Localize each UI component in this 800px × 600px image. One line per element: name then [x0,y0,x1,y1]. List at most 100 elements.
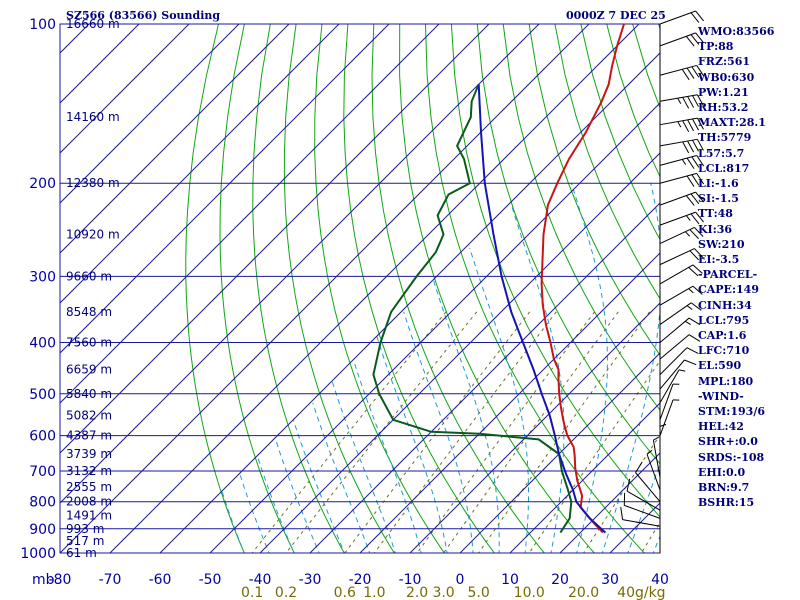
stat-item: RH:53.2 [698,101,749,115]
mixing-ratio-label: 1.0 [363,585,385,600]
height-label: 12380 m [66,176,120,190]
dry-adiabat-line [502,24,660,411]
stat-item: BSHR:15 [698,496,755,510]
pressure-tick-label: 100 [29,17,56,33]
wind-barb [659,94,704,109]
pressure-tick-label: 500 [29,387,56,403]
height-labels: 16660 m 14160 m 12380 m 10920 m 9660 m 8548 m… [66,17,120,560]
pressure-tick-label: 300 [29,269,56,285]
mixing-ratio-label: 40g/kg [617,585,665,600]
stat-item: EHI:0.0 [698,465,746,479]
dry-adiabat-line [283,24,395,553]
wind-barb [659,227,704,244]
isotherm-line [309,202,660,553]
height-label: 10920 m [66,228,120,242]
isotherm-line [60,24,590,553]
mixing-ratio-label: 20.0 [568,585,599,600]
stat-item: SRDS:-108 [698,450,765,464]
stat-item: TH:5779 [698,131,752,145]
temperature-tick-label: -60 [149,572,172,588]
wind-barb [659,285,703,306]
isotherm-line [559,452,660,553]
mixing-ratio-line [251,311,447,553]
isotherm-line [60,24,340,304]
dry-adiabats [185,24,660,553]
moist-adiabat-line [221,491,245,553]
wind-barb [659,191,704,206]
dry-adiabat-line [554,24,660,300]
mixing-ratio-label: 2.0 [406,585,428,600]
pressure-tick-label: 800 [29,495,56,511]
isotherm-line [60,24,290,254]
stat-item: SHR+:0.0 [698,435,758,449]
isotherm-line [60,24,540,504]
dry-adiabat-line [528,24,660,356]
pressure-tick-label: 700 [29,464,56,480]
temperature-tick-label: -40 [249,572,272,588]
dry-adiabat-line [399,24,595,553]
height-label: 2555 m [66,480,112,494]
height-label: 14160 m [66,110,120,124]
temperature-tick-label: -50 [199,572,222,588]
temperature-tick-label: 10 [501,572,519,588]
wind-barb [626,478,661,511]
mixing-ratio-label: 0.1 [241,585,263,600]
temperature-tick-label: -10 [399,572,422,588]
sounding-time: 0000Z 7 DEC 25 [566,9,666,22]
wind-barb [659,155,705,169]
height-label: 1491 m [66,509,112,523]
height-label: 3739 m [66,447,112,461]
dry-adiabat-line [371,24,545,553]
isotherm-line [209,102,660,553]
temperature-tick-label: 0 [456,572,465,588]
height-label: 7560 m [66,335,112,349]
temperature-tick-label: -80 [49,572,72,588]
moist-adiabat-line [469,247,529,553]
mixing-ratio-line [640,521,660,553]
stat-item: MAXT:28.1 [698,116,766,130]
mixing-ratio-label: 10.0 [514,585,545,600]
wind-barb [659,334,701,360]
wind-barb [620,507,661,527]
stat-item: CAPE:149 [698,283,759,297]
stat-item: WMO:83566 [698,25,775,38]
stat-item: STM:193/6 [698,405,765,419]
isotherm-line [359,252,660,553]
wind-barb [659,359,697,390]
height-label: 2008 m [66,495,112,509]
moist-adiabat-line [331,381,396,553]
stat-item: HEL:42 [698,420,744,434]
stat-item: EL:590 [698,359,742,373]
temperature-tick-label: -20 [349,572,372,588]
station-title: SZ566 (83566) Sounding [66,9,221,22]
pressure-tick-label: 200 [29,176,56,192]
stat-item: SI:-1.5 [698,192,739,206]
moist-adiabat-line [312,402,371,553]
wind-barb [659,248,704,266]
stat-item: PW:1.21 [698,85,749,99]
dry-adiabat-line [314,24,445,553]
wind-barb [659,317,701,343]
height-label: 6659 m [66,363,112,377]
mixing-ratio-labels: 0.1 0.2 0.6 1.0 2.0 3.0 5.0 10.0 20.0 40g/kg [241,585,666,600]
isotherm-line [109,24,640,553]
wind-barb [659,64,705,81]
mixing-ratio-label: 0.6 [334,585,356,600]
isotherm-line [60,24,190,154]
wind-barbs [620,10,705,553]
stat-item: FRZ:561 [698,55,751,69]
isotherm-line [60,24,440,404]
stat-item: CAP:1.6 [698,329,747,343]
dry-adiabat-line [476,24,660,465]
dry-adiabat-line [425,24,645,553]
temperature-labels: -80 -70 -60 -50 -40 -30 -20 -10 0 10 20 30 40 [49,572,669,588]
stat-item: LI:-1.6 [698,177,739,191]
temperature-tick-label: 30 [601,572,619,588]
isotherm-line [60,24,390,354]
dry-adiabat-line [219,24,295,553]
stat-item: -WIND- [698,389,744,403]
stat-item: TT:48 [698,207,733,221]
pressure-labels: 100 200 300 400 500 600 700 800 900 1000 [20,17,56,562]
wind-barb [659,10,704,25]
